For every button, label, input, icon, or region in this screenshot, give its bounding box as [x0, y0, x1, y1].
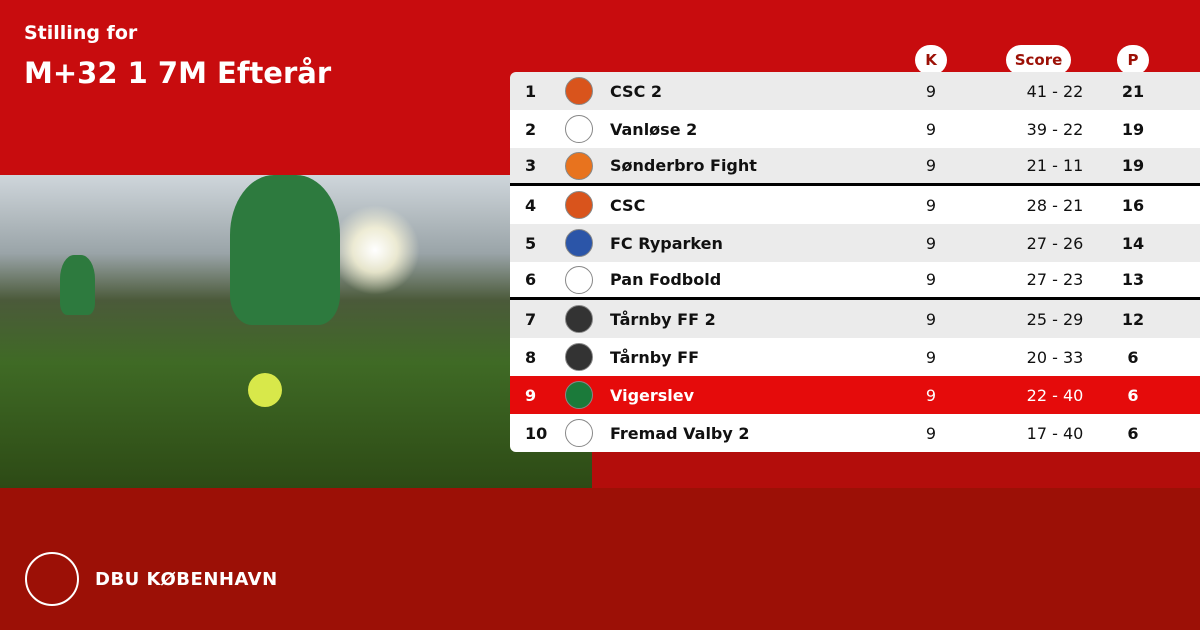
goal-score: 27 - 23	[1026, 270, 1084, 289]
table-row[interactable]: 4 CSC 9 28 - 21 16	[510, 186, 1200, 224]
dbu-logo	[25, 552, 79, 606]
goal-score: 28 - 21	[1026, 195, 1084, 215]
page-title: M+32 1 7M Efterår	[24, 56, 332, 90]
matches-played: 9	[925, 119, 937, 139]
team-logo-icon	[565, 419, 593, 447]
position: 7	[525, 309, 537, 329]
points: 13	[1121, 270, 1145, 289]
position: 10	[525, 423, 548, 443]
team-name: CSC	[610, 195, 646, 215]
hero-photo	[0, 175, 592, 488]
table-row[interactable]: 2 Vanløse 2 9 39 - 22 19	[510, 110, 1200, 148]
matches-played: 9	[925, 156, 937, 175]
table-row[interactable]: 7 Tårnby FF 2 9 25 - 29 12	[510, 300, 1200, 338]
player-figure	[60, 255, 95, 315]
player-figure	[230, 175, 340, 325]
goal-score: 22 - 40	[1026, 385, 1084, 405]
team-name: Vanløse 2	[610, 119, 698, 139]
team-name: Sønderbro Fight	[610, 156, 757, 175]
column-header-score: Score	[1006, 45, 1071, 75]
goal-score: 41 - 22	[1026, 81, 1084, 101]
sun-flare	[330, 205, 420, 295]
table-row[interactable]: 8 Tårnby FF 9 20 - 33 6	[510, 338, 1200, 376]
subtitle: Stilling for	[24, 22, 138, 44]
team-logo-icon	[565, 381, 593, 409]
matches-played: 9	[925, 309, 937, 329]
table-row[interactable]: 5 FC Ryparken 9 27 - 26 14	[510, 224, 1200, 262]
position: 8	[525, 347, 537, 367]
ball	[248, 373, 282, 407]
matches-played: 9	[925, 423, 937, 443]
goal-score: 21 - 11	[1026, 156, 1084, 175]
goal-score: 20 - 33	[1026, 347, 1084, 367]
points: 16	[1121, 195, 1145, 215]
matches-played: 9	[925, 195, 937, 215]
team-logo-icon	[565, 151, 593, 180]
matches-played: 9	[925, 385, 937, 405]
goal-score: 27 - 26	[1026, 233, 1084, 253]
team-name: CSC 2	[610, 81, 663, 101]
goal-score: 39 - 22	[1026, 119, 1084, 139]
column-header-k: K	[915, 45, 947, 75]
team-name: Tårnby FF 2	[610, 309, 716, 329]
team-logo-icon	[565, 77, 593, 105]
brand-name: DBU KØBENHAVN	[95, 569, 278, 590]
points: 6	[1127, 423, 1139, 443]
goal-score: 25 - 29	[1026, 309, 1084, 329]
standings-table: 1 CSC 2 9 41 - 22 21 2 Vanløse 2 9 39 - 2…	[510, 72, 1200, 452]
team-name: Vigerslev	[610, 385, 695, 405]
team-name: Pan Fodbold	[610, 270, 722, 289]
goal-score: 17 - 40	[1026, 423, 1084, 443]
matches-played: 9	[925, 270, 937, 289]
team-logo-icon	[565, 115, 593, 143]
team-logo-icon	[565, 265, 593, 294]
points: 12	[1121, 309, 1145, 329]
points: 19	[1121, 156, 1145, 175]
table-row[interactable]: 1 CSC 2 9 41 - 22 21	[510, 72, 1200, 110]
matches-played: 9	[925, 347, 937, 367]
team-logo-icon	[565, 343, 593, 371]
matches-played: 9	[925, 233, 937, 253]
table-row[interactable]: 6 Pan Fodbold 9 27 - 23 13	[510, 262, 1200, 300]
points: 6	[1127, 385, 1139, 405]
position: 9	[525, 385, 537, 405]
position: 6	[525, 270, 537, 289]
team-name: Fremad Valby 2	[610, 423, 750, 443]
position: 2	[525, 119, 537, 139]
position: 3	[525, 156, 537, 175]
table-row[interactable]: 3 Sønderbro Fight 9 21 - 11 19	[510, 148, 1200, 186]
points: 6	[1127, 347, 1139, 367]
team-logo-icon	[565, 305, 593, 333]
position: 4	[525, 195, 537, 215]
team-logo-icon	[565, 229, 593, 257]
points: 14	[1121, 233, 1145, 253]
points: 19	[1121, 119, 1145, 139]
team-name: FC Ryparken	[610, 233, 723, 253]
points: 21	[1121, 81, 1145, 101]
column-header-p: P	[1117, 45, 1149, 75]
position: 5	[525, 233, 537, 253]
table-row[interactable]: 10 Fremad Valby 2 9 17 - 40 6	[510, 414, 1200, 452]
table-row[interactable]: 9 Vigerslev 9 22 - 40 6	[510, 376, 1200, 414]
team-logo-icon	[565, 191, 593, 219]
position: 1	[525, 81, 537, 101]
team-name: Tårnby FF	[610, 347, 700, 367]
matches-played: 9	[925, 81, 937, 101]
